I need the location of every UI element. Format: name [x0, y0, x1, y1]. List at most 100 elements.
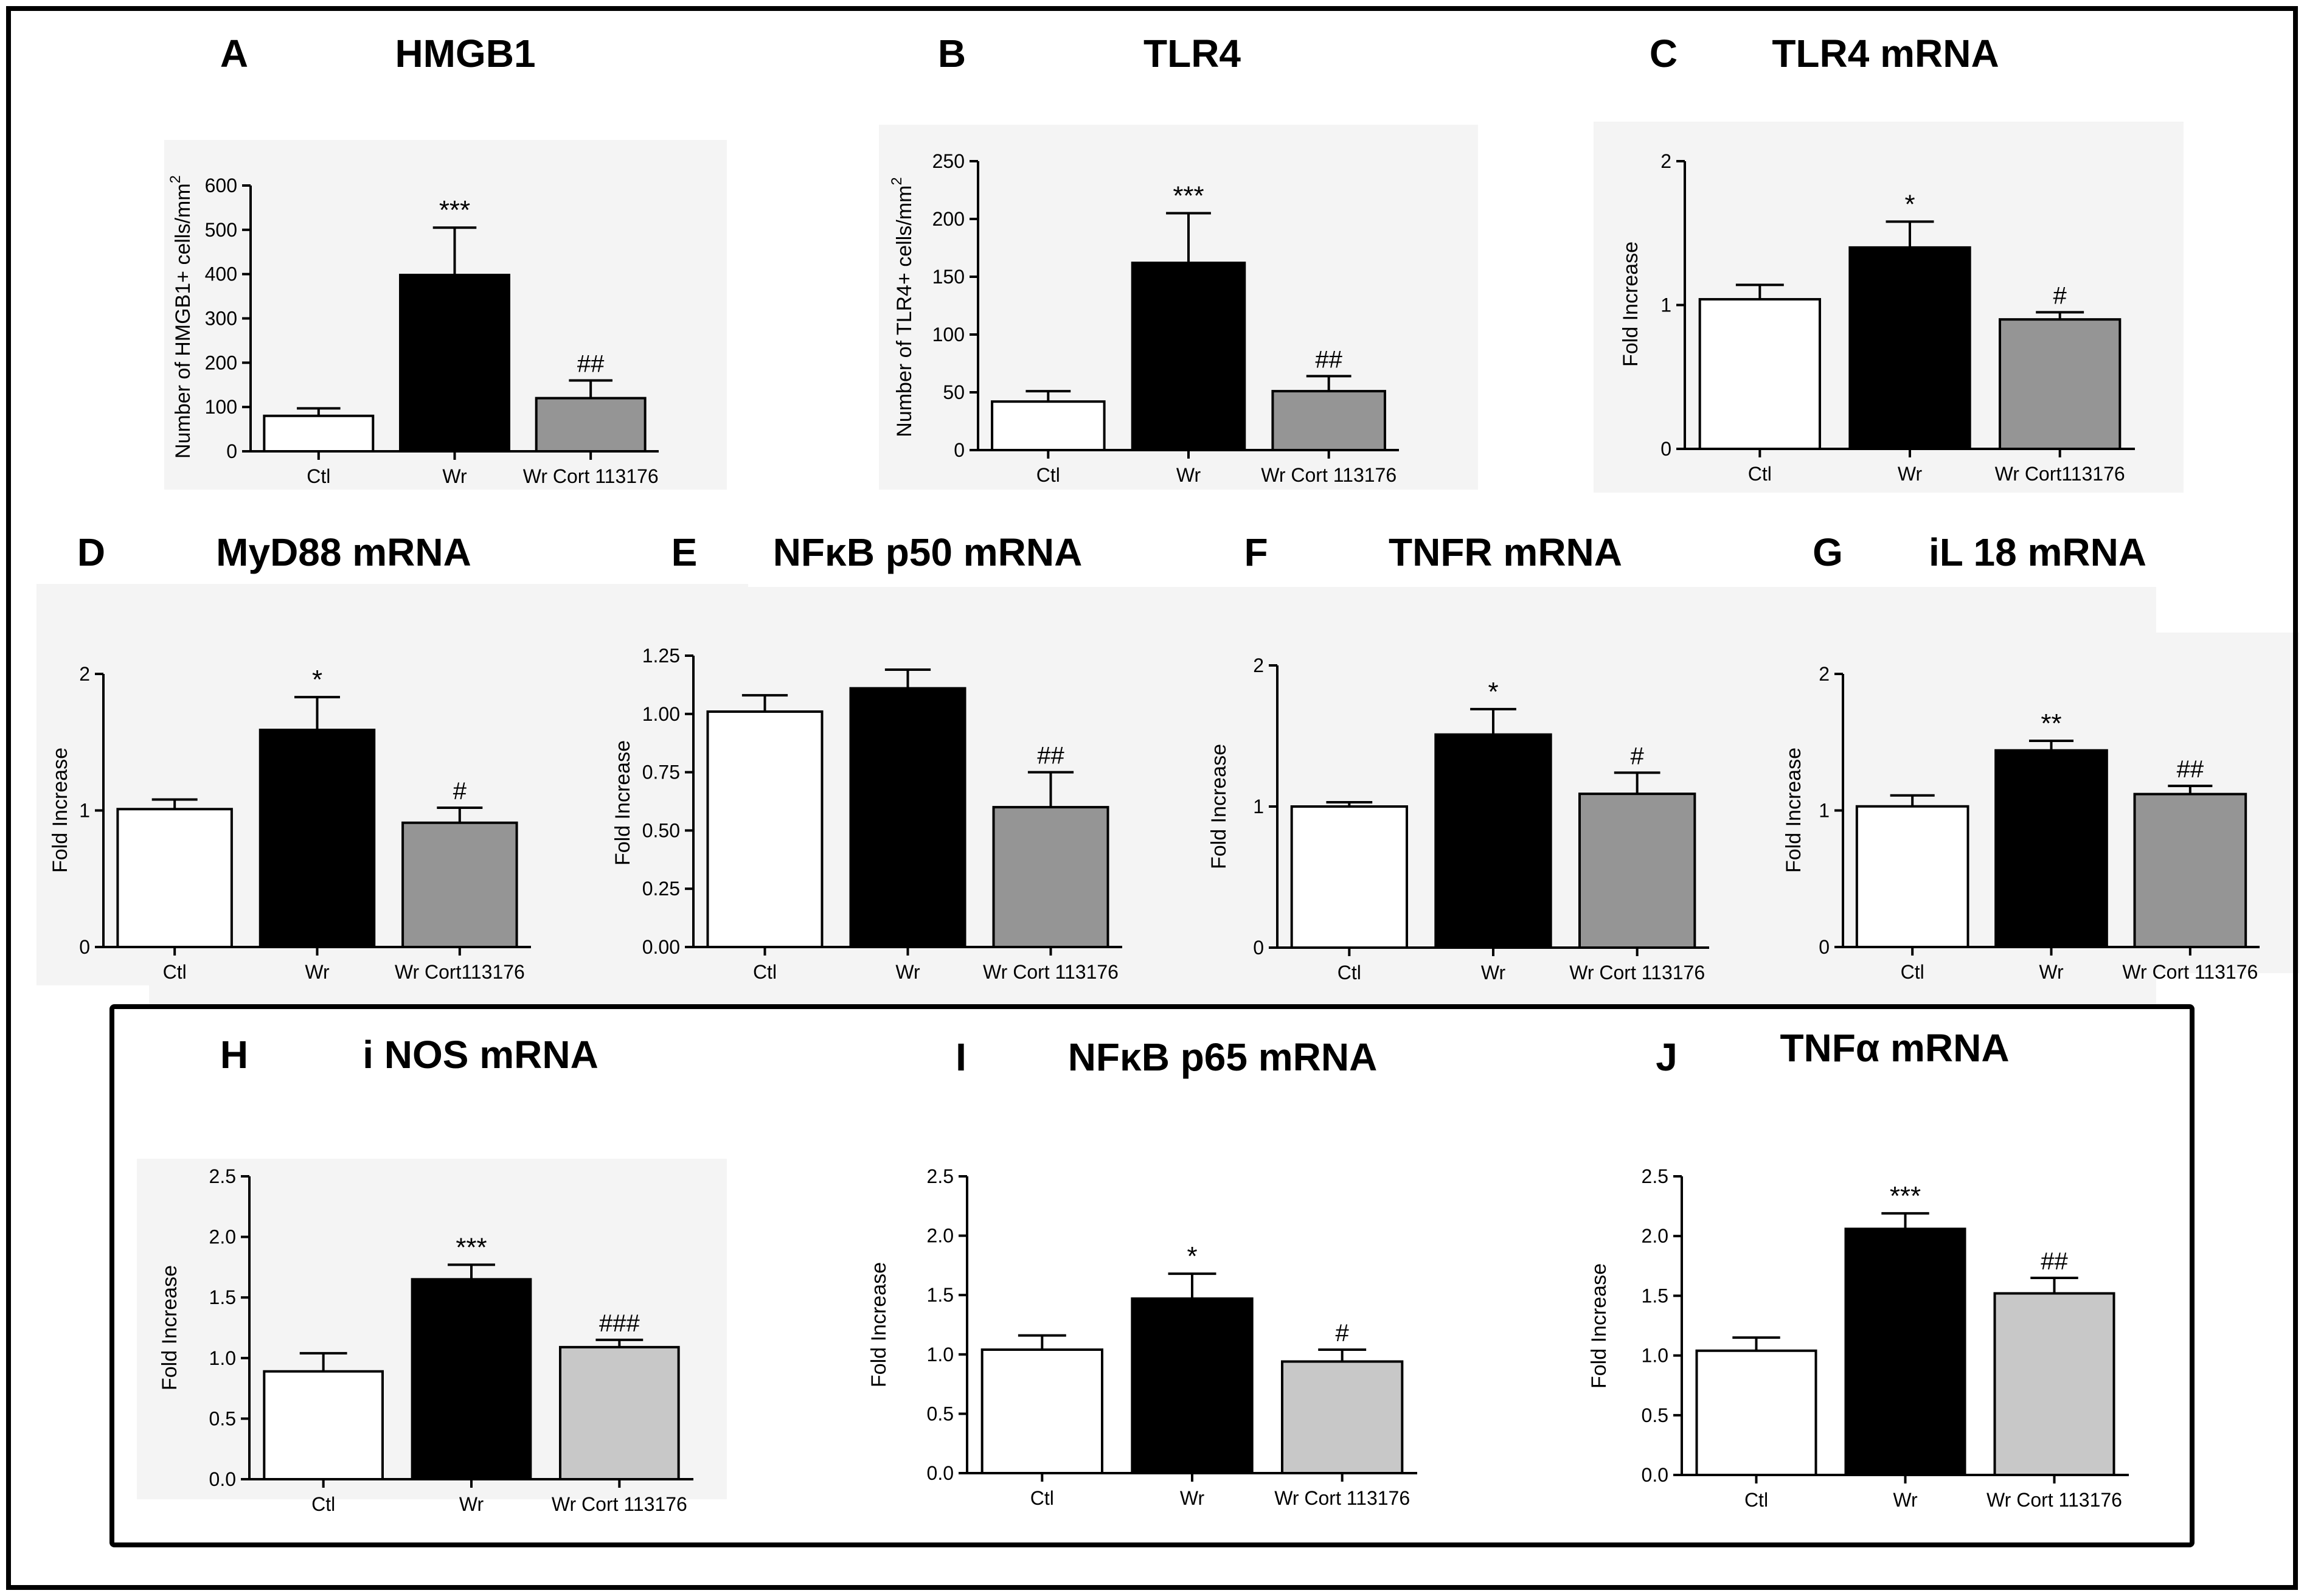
- x-tick-label: Wr Cort 113176: [1987, 1489, 2122, 1511]
- y-tick-label: 1.5: [209, 1286, 236, 1308]
- panel-letter: E: [671, 530, 698, 574]
- y-tick-label: 100: [932, 324, 965, 345]
- x-tick-label: Wr: [442, 465, 467, 487]
- y-tick-label: 0.25: [642, 878, 680, 900]
- bar-wr: [1844, 1227, 1966, 1477]
- bar-treated: [1993, 1292, 2115, 1476]
- x-tick-label: Wr Cort 113176: [1261, 464, 1397, 486]
- significance-label: ***: [1890, 1181, 1921, 1211]
- panel-letter: G: [1813, 530, 1843, 574]
- y-tick-label: 0: [79, 936, 90, 958]
- bar-treated: [559, 1345, 680, 1481]
- bar-ctl: [263, 414, 375, 453]
- chart-panel-f: F TNFR mRNA 0 1 2 Fold Increase Ctl Wr * Wr Cort …: [1207, 530, 1709, 984]
- chart-title: NFκB p65 mRNA: [1068, 1035, 1378, 1079]
- chart-panel-j: J TNFα mRNA 0.0 0.5 1.0 1.5 2.0 2.5 Fold Increas…: [1587, 1026, 2129, 1511]
- bar-treated: [1271, 390, 1386, 451]
- y-axis-label-superscript: 2: [889, 177, 905, 185]
- outer-frame: [6, 6, 2298, 1590]
- y-tick-label: 400: [205, 263, 237, 285]
- y-tick-label: 600: [205, 175, 237, 196]
- y-tick-label: 300: [205, 308, 237, 330]
- y-tick-label: 1.0: [927, 1344, 954, 1365]
- chart-panel-a: A HMGB1 0 100 200 300 400 500 600 Number of HMGB1…: [167, 32, 659, 487]
- x-tick-label: Ctl: [1338, 962, 1361, 984]
- y-tick-label: 0.0: [927, 1462, 954, 1484]
- y-tick-label: 0.75: [642, 762, 680, 783]
- y-tick-label: 0: [1253, 937, 1264, 959]
- bar-ctl: [1855, 805, 1969, 949]
- significance-label: ***: [456, 1232, 487, 1262]
- y-tick-label: 2: [79, 663, 90, 685]
- chart-title: TLR4 mRNA: [1772, 32, 1999, 75]
- bar-treated: [1578, 793, 1696, 949]
- y-tick-label: 1.00: [642, 703, 680, 725]
- y-axis-label: Fold Increase: [1207, 744, 1230, 869]
- x-tick-label: Ctl: [163, 961, 187, 983]
- significance-label: ***: [1173, 181, 1204, 211]
- y-tick-label: 0: [1819, 936, 1830, 958]
- x-tick-label: Ctl: [1748, 463, 1772, 485]
- y-axis-label-text: Fold Increase: [867, 1262, 890, 1387]
- y-axis-label: Fold Increase: [1782, 748, 1805, 873]
- y-tick-label: 200: [932, 208, 965, 230]
- x-tick-label: Ctl: [307, 465, 330, 487]
- y-axis-label: Fold Increase: [1619, 241, 1642, 367]
- y-axis-label-text: Number of TLR4+ cells/mm: [893, 186, 916, 437]
- x-tick-label: Wr Cort 113176: [983, 961, 1119, 983]
- bar-wr: [399, 274, 510, 453]
- x-tick-label: Wr: [459, 1493, 484, 1515]
- y-tick-label: 1: [1253, 796, 1264, 817]
- panel-letter: D: [77, 530, 105, 574]
- significance-label: ##: [2177, 756, 2204, 783]
- x-tick-label: Wr: [895, 961, 920, 983]
- bar-treated: [992, 806, 1109, 948]
- significance-label: **: [2041, 709, 2061, 738]
- x-tick-label: Wr Cort 113176: [523, 465, 659, 487]
- significance-label: ##: [1037, 743, 1064, 769]
- y-axis-label-text: Fold Increase: [1587, 1263, 1611, 1389]
- x-tick-label: Wr: [1176, 464, 1201, 486]
- y-axis-label: Fold Increase: [611, 740, 634, 866]
- bar-ctl: [116, 808, 233, 948]
- significance-label: #: [453, 778, 467, 805]
- panel-letter: C: [1650, 32, 1678, 75]
- bar-ctl: [706, 710, 824, 949]
- y-tick-label: 2: [1660, 150, 1671, 172]
- y-axis-label-text: Fold Increase: [1619, 241, 1642, 367]
- y-tick-label: 0: [226, 440, 237, 462]
- y-tick-label: 150: [932, 266, 965, 288]
- chart-title: NFκB p50 mRNA: [773, 530, 1083, 574]
- bar-ctl: [980, 1348, 1103, 1474]
- bar-wr: [1994, 749, 2108, 948]
- y-tick-label: 1: [1660, 294, 1671, 316]
- significance-label: *: [1488, 677, 1498, 707]
- x-tick-label: Ctl: [1901, 961, 1924, 983]
- chart-panel-b: B TLR4 0 50 100 150 200 250 Number of TLR4+ cell…: [889, 32, 1399, 486]
- y-axis-label: Number of HMGB1+ cells/mm2: [167, 175, 195, 459]
- inner-frame-row3: [109, 1004, 2195, 1547]
- bar-wr: [1848, 246, 1971, 450]
- bar-treated: [2133, 793, 2247, 949]
- x-tick-label: Wr Cort 113176: [1274, 1487, 1410, 1509]
- bar-ctl: [263, 1370, 384, 1480]
- y-axis-label-text: Fold Increase: [1782, 748, 1805, 873]
- significance-label: ##: [577, 350, 605, 377]
- x-tick-label: Wr: [1898, 463, 1923, 485]
- chart-panel-i: I NFκB p65 mRNA 0.0 0.5 1.0 1.5 2.0 2.5 Fold Inc…: [867, 1035, 1417, 1509]
- y-tick-label: 500: [205, 219, 237, 241]
- significance-label: #: [1336, 1320, 1350, 1347]
- significance-label: ***: [439, 195, 470, 225]
- y-axis-label-text: Number of HMGB1+ cells/mm: [172, 183, 195, 459]
- significance-label: ##: [1315, 346, 1342, 373]
- significance-label: #: [2053, 282, 2067, 309]
- x-tick-label: Wr: [2039, 961, 2064, 983]
- bar-ctl: [1695, 1349, 1817, 1476]
- x-tick-label: Ctl: [1030, 1487, 1054, 1509]
- chart-title: TLR4: [1143, 32, 1241, 75]
- y-tick-label: 1.0: [209, 1347, 236, 1369]
- y-axis-label-text: Fold Increase: [158, 1265, 181, 1390]
- x-tick-label: Ctl: [1036, 464, 1060, 486]
